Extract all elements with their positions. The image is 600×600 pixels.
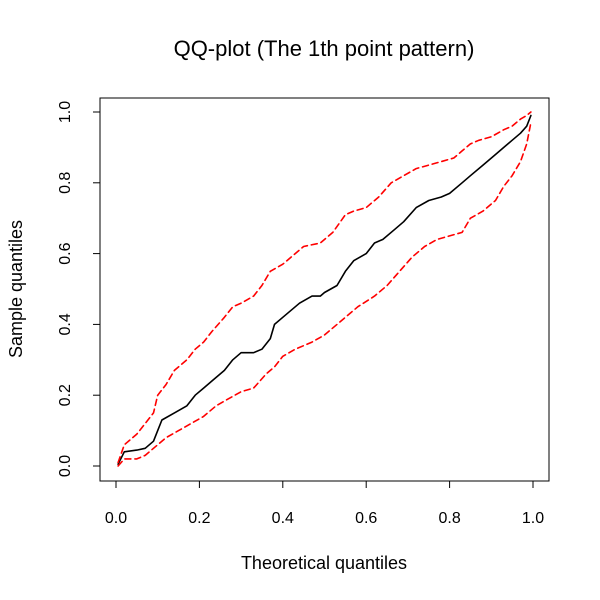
x-tick-label: 0.4 (272, 510, 294, 527)
y-tick-label: 1.0 (57, 101, 74, 123)
y-tick-label: 0.8 (57, 172, 74, 194)
x-axis: 0.0 0.2 0.4 0.6 0.8 1.0 (105, 480, 544, 527)
observed-line (117, 114, 532, 465)
x-tick-label: 0.2 (188, 510, 210, 527)
series-layer (117, 111, 532, 467)
x-tick-label: 1.0 (522, 510, 544, 527)
y-tick-label: 0.4 (57, 313, 74, 335)
upper-envelope-line (117, 111, 532, 464)
lower-envelope-line (117, 121, 532, 467)
plot-frame (99, 97, 550, 482)
y-axis: 0.0 0.2 0.4 0.6 0.8 1.0 (57, 101, 101, 477)
chart-title: QQ-plot (The 1th point pattern) (174, 36, 475, 61)
x-tick-label: 0.0 (105, 510, 127, 527)
x-tick-label: 0.8 (438, 510, 460, 527)
x-tick-label: 0.6 (355, 510, 377, 527)
y-tick-label: 0.0 (57, 455, 74, 477)
y-tick-label: 0.6 (57, 242, 74, 264)
y-tick-label: 0.2 (57, 384, 74, 406)
y-axis-title: Sample quantiles (6, 220, 26, 358)
x-axis-title: Theoretical quantiles (241, 553, 407, 573)
